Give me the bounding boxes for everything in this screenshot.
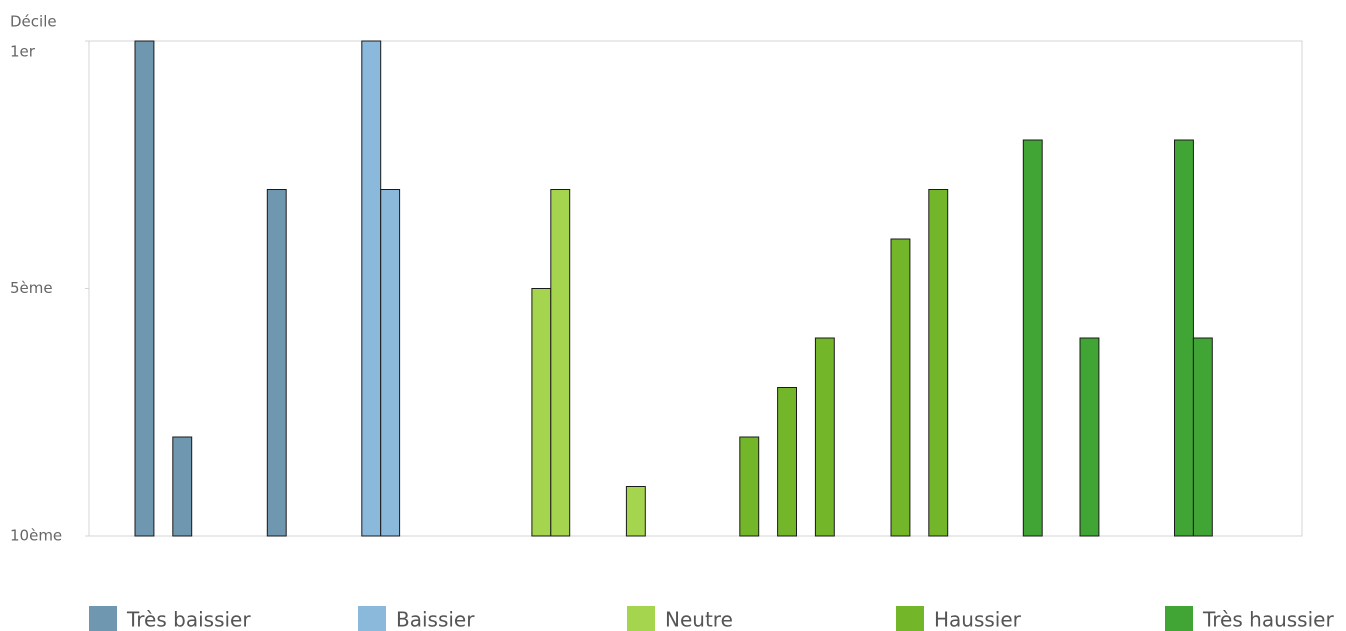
legend-label: Très haussier: [1202, 608, 1334, 631]
legend-swatch: [627, 606, 655, 631]
legend-swatch: [358, 606, 386, 631]
legend-label: Très baissier: [126, 608, 251, 631]
legend-swatch: [896, 606, 924, 631]
bar: [1174, 139, 1194, 537]
bar: [172, 436, 193, 537]
y-axis-label: Décile: [10, 13, 57, 31]
bar: [625, 486, 646, 537]
bar: [550, 189, 571, 537]
bar: [134, 40, 155, 537]
legend-label: Baissier: [396, 608, 475, 631]
bar: [361, 40, 382, 537]
bar: [1192, 337, 1213, 537]
bar: [814, 337, 835, 537]
legend-swatch: [1165, 606, 1193, 631]
bar: [928, 189, 949, 537]
bar: [266, 189, 287, 537]
legend-swatch: [89, 606, 117, 631]
bar: [380, 189, 401, 537]
bar: [1079, 337, 1100, 537]
bar: [777, 387, 797, 537]
bar: [531, 288, 552, 537]
bar: [890, 238, 911, 537]
y-tick-label: 5ème: [10, 279, 53, 297]
y-tick-label: 1er: [10, 43, 36, 61]
y-tick-label: 10ème: [10, 527, 62, 545]
bar: [739, 436, 760, 537]
legend-label: Haussier: [934, 608, 1022, 631]
bar: [1022, 139, 1043, 537]
legend-label: Neutre: [665, 608, 733, 631]
